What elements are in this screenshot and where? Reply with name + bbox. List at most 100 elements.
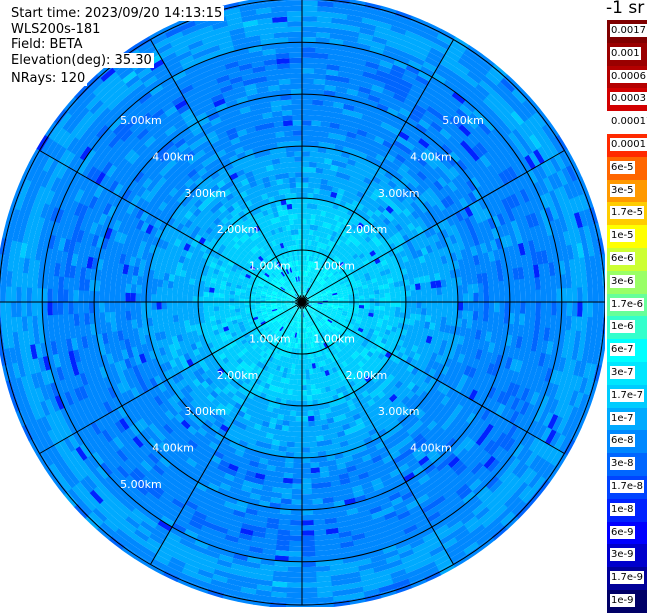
- range-gate-cell: [478, 293, 484, 303]
- range-gate-cell: [296, 177, 303, 182]
- range-gate-cell: [290, 515, 302, 521]
- range-gate-cell: [115, 292, 121, 302]
- range-gate-cell: [308, 183, 315, 189]
- range-gate-cell: [315, 430, 323, 436]
- range-gate-cell: [110, 282, 116, 293]
- range-gate-cell: [493, 281, 499, 292]
- range-gate-cell: [214, 311, 220, 316]
- range-gate-cell: [295, 432, 302, 437]
- range-gate-cell: [204, 312, 210, 318]
- range-gate-cell: [188, 313, 194, 320]
- range-gate-cell: [282, 115, 292, 121]
- range-gate-cell: [287, 209, 293, 215]
- range-gate-cell: [384, 288, 390, 293]
- range-gate-cell: [162, 294, 167, 302]
- range-gate-cell: [293, 120, 303, 126]
- range-gate-cell: [302, 484, 312, 490]
- range-gate-cell: [100, 312, 106, 323]
- range-gate-cell: [302, 131, 311, 137]
- range-gate-cell: [229, 298, 234, 302]
- range-gate-cell: [183, 289, 189, 296]
- range-gate-cell: [302, 401, 308, 406]
- range-gate-cell: [302, 110, 312, 116]
- range-gate-cell: [203, 307, 209, 313]
- range-gate-cell: [305, 240, 309, 246]
- range-gate-cell: [311, 483, 321, 489]
- range-gate-cell: [292, 115, 302, 121]
- range-gate-cell: [478, 302, 484, 312]
- range-gate-cell: [126, 283, 132, 293]
- range-gate-cell: [203, 297, 208, 302]
- range-gate-cell: [282, 110, 293, 116]
- range-gate-cell: [173, 281, 179, 289]
- range-gate-cell: [291, 504, 302, 510]
- range-gate-cell: [315, 425, 323, 431]
- range-gate-cell: [193, 307, 199, 313]
- range-gate-cell: [219, 306, 225, 311]
- range-gate-cell: [442, 287, 448, 295]
- range-gate-cell: [290, 188, 297, 194]
- range-gate-cell: [209, 306, 215, 311]
- range-gate-cell: [488, 282, 494, 293]
- range-gate-cell: [136, 284, 142, 293]
- range-gate-cell: [209, 311, 215, 317]
- range-gate-cell: [313, 84, 325, 90]
- range-gate-cell: [283, 478, 293, 484]
- range-gate-cell: [394, 312, 400, 318]
- range-gate-cell: [359, 305, 365, 309]
- range-gate-cell: [284, 410, 291, 416]
- range-gate-cell: [430, 281, 436, 289]
- range-gate-cell: [297, 203, 302, 208]
- range-gate-cell: [284, 188, 291, 194]
- range-gate-cell: [250, 304, 255, 307]
- range-gate-cell: [308, 421, 315, 427]
- range-gate-cell: [311, 488, 322, 494]
- range-gate-cell: [287, 442, 295, 448]
- range-gate-cell: [420, 315, 426, 322]
- range-gate-cell: [473, 284, 479, 294]
- range-gate-cell: [94, 291, 100, 302]
- range-gate-cell: [297, 395, 302, 400]
- range-gate-cell: [293, 136, 302, 141]
- range-gate-cell: [157, 309, 163, 317]
- range-gate-cell: [292, 105, 303, 111]
- range-gate-cell: [293, 380, 298, 386]
- range-gate-cell: [431, 309, 437, 317]
- range-gate-cell: [446, 317, 452, 326]
- range-gate-cell: [467, 311, 473, 321]
- range-gate-cell: [281, 168, 289, 174]
- range-gate-cell: [182, 302, 187, 309]
- range-gate-cell: [302, 406, 308, 411]
- range-gate-cell: [178, 314, 184, 321]
- range-gate-cell: [172, 302, 177, 309]
- range-gate-cell: [369, 306, 375, 310]
- range-gate-cell: [297, 385, 302, 390]
- range-gate-cell: [298, 370, 302, 375]
- range-gate-cell: [294, 146, 303, 151]
- range-gate-cell: [183, 314, 189, 321]
- range-gate-cell: [478, 311, 484, 321]
- range-gate-cell: [302, 494, 313, 500]
- range-gate-cell: [316, 441, 324, 447]
- range-gate-cell: [302, 120, 312, 126]
- range-gate-cell: [436, 287, 442, 295]
- range-gate-cell: [306, 219, 311, 225]
- range-gate-cell: [484, 292, 490, 302]
- range-gate-cell: [370, 302, 375, 306]
- range-gate-cell: [299, 359, 302, 364]
- range-gate-cell: [369, 294, 375, 298]
- range-gate-cell: [292, 473, 302, 479]
- range-gate-cell: [390, 292, 396, 297]
- range-gate-cell: [302, 478, 312, 484]
- range-gate-cell: [294, 437, 302, 442]
- range-gate-cell: [302, 504, 313, 510]
- range-gate-cell: [290, 183, 297, 189]
- range-gate-cell: [401, 302, 406, 308]
- range-gate-cell: [177, 302, 182, 309]
- range-gate-cell: [394, 287, 400, 293]
- range-gate-cell: [515, 302, 521, 314]
- range-gate-cell: [312, 204, 318, 210]
- range-gate-cell: [302, 390, 307, 395]
- range-gate-cell: [307, 395, 313, 401]
- range-gate-cell: [288, 426, 295, 432]
